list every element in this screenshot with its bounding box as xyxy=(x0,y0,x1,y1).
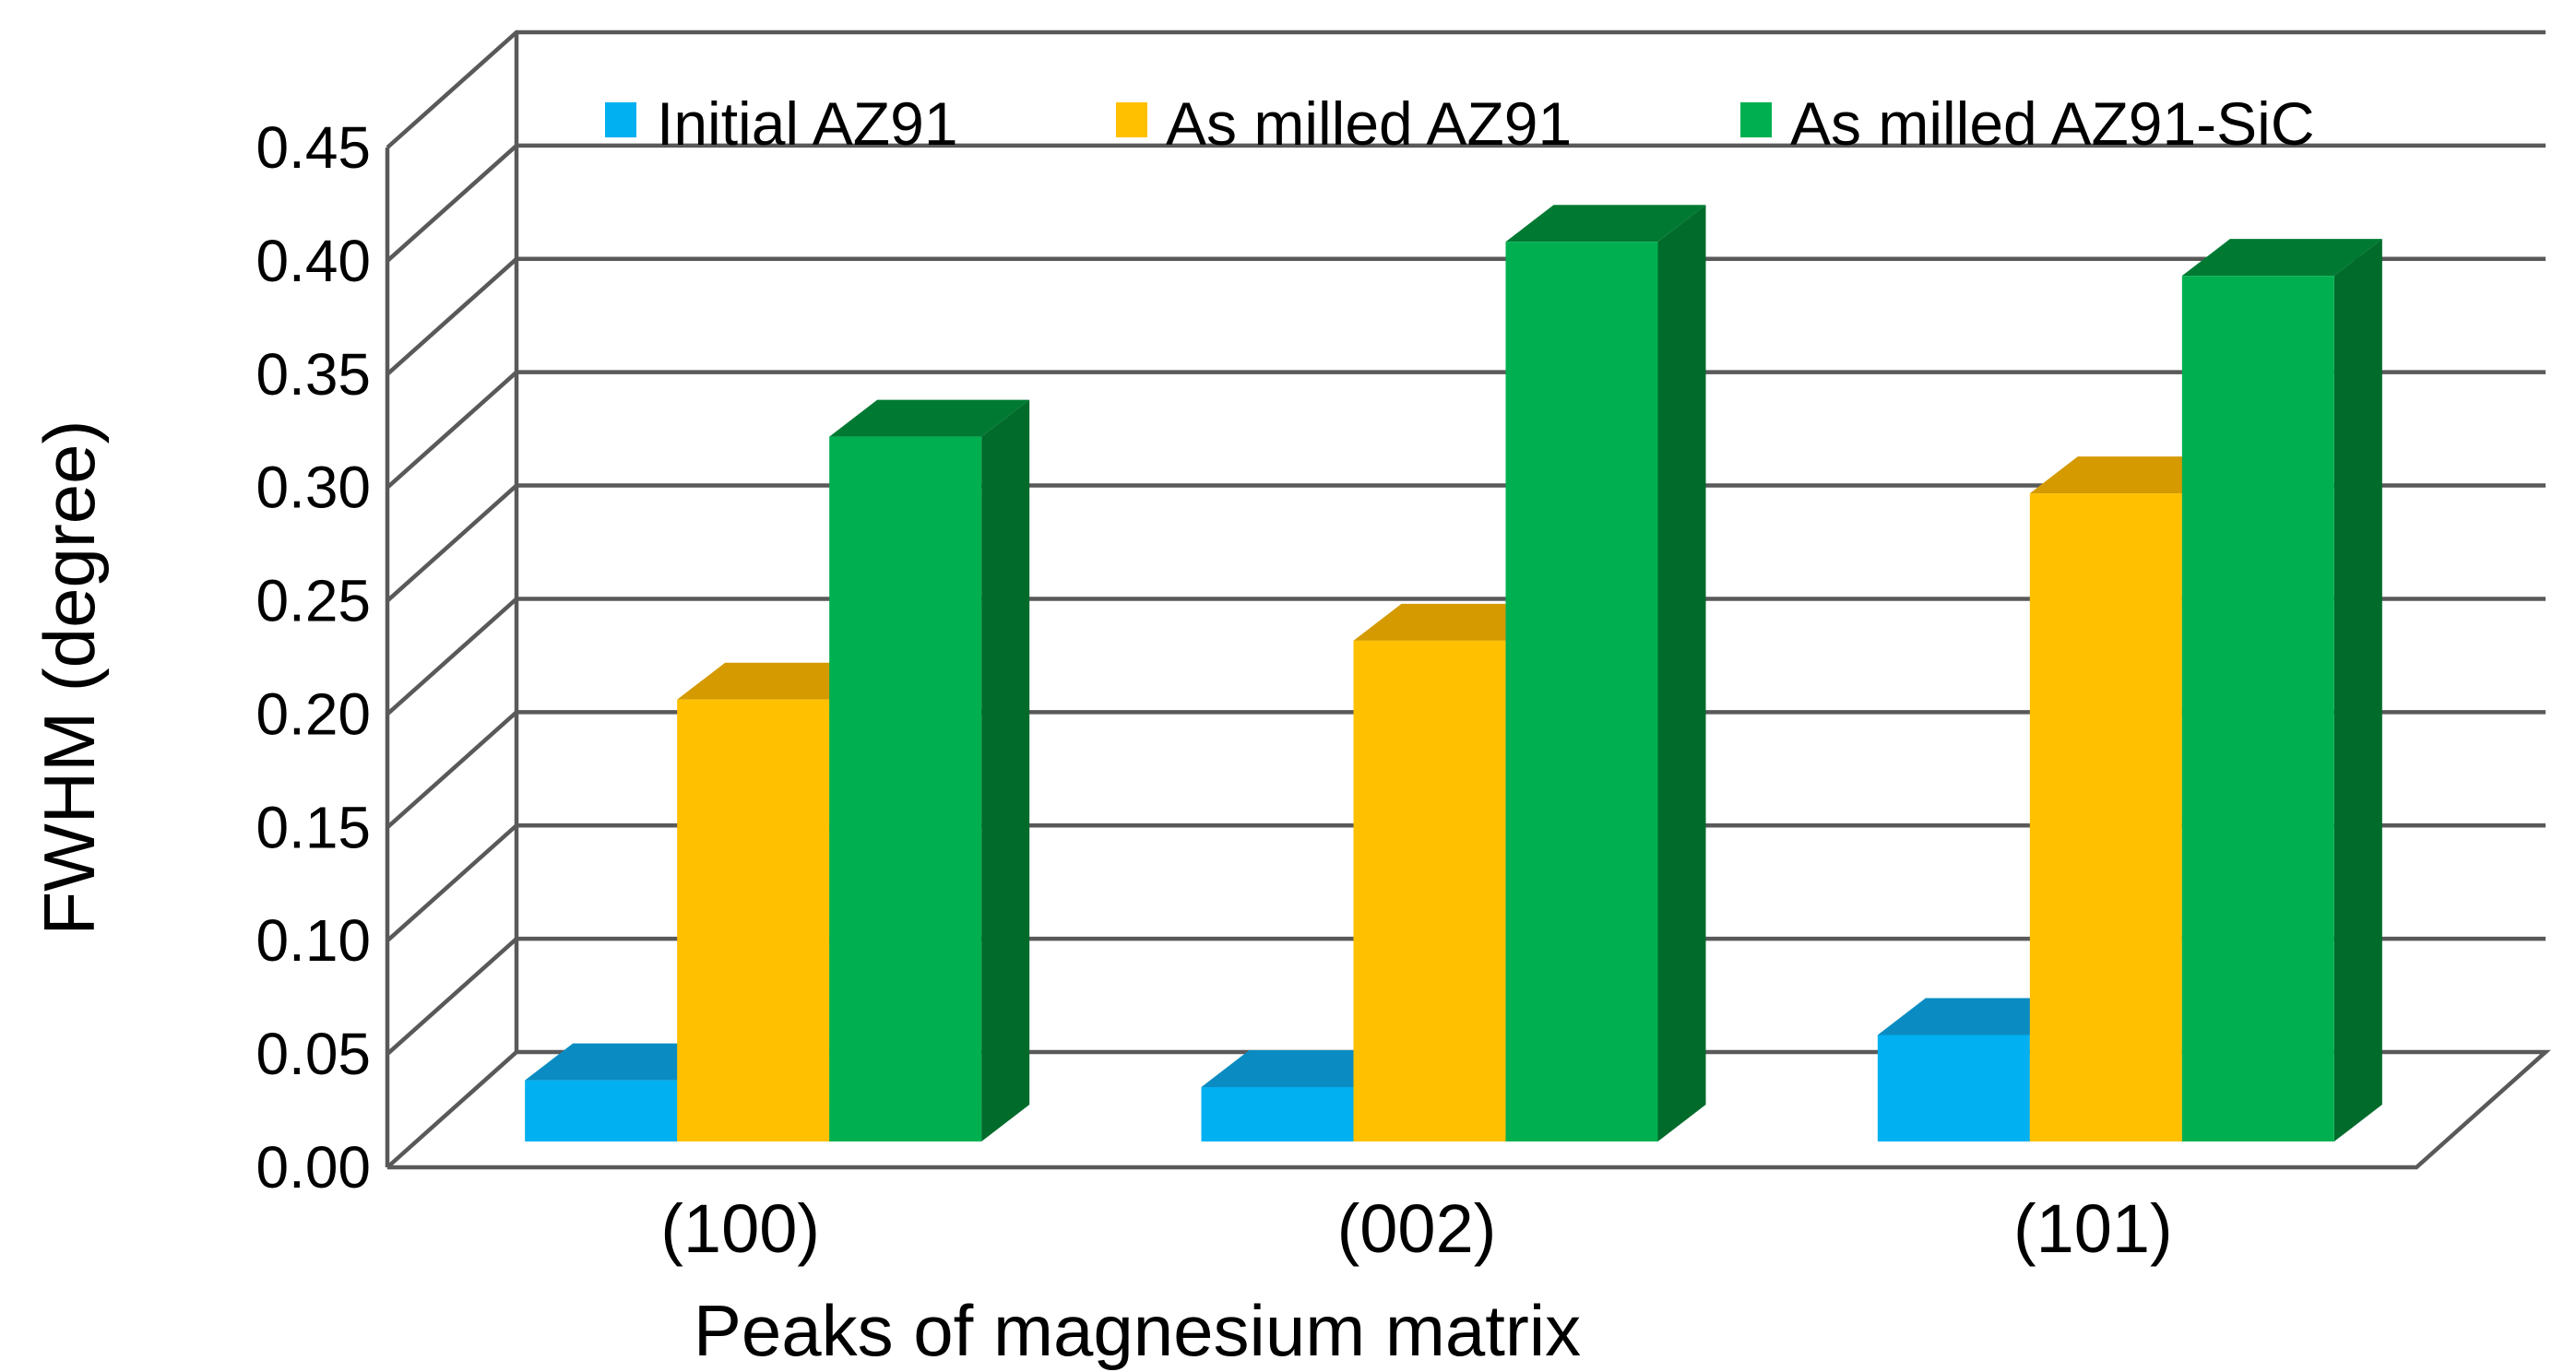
y-tick-label: 0.35 xyxy=(255,341,371,408)
legend-label-initial-az91: Initial AZ91 xyxy=(657,89,958,158)
y-tick-label: 0.10 xyxy=(255,907,371,974)
gridline xyxy=(386,143,2546,263)
bar-top-initial-az91 xyxy=(1877,998,2078,1035)
y-axis-title: FWHM (degree) xyxy=(29,420,110,935)
bar-as-milled-az91-sic-1 xyxy=(1505,242,1658,1141)
bar-top-initial-az91 xyxy=(525,1043,726,1081)
bar-initial-az91-1 xyxy=(1201,1087,1354,1141)
y-tick-label: 0.30 xyxy=(255,455,371,521)
bar-as-milled-az91-2 xyxy=(2029,493,2182,1141)
legend-swatch-as-milled-az91-sic xyxy=(1740,102,1772,137)
y-tick-label: 0.15 xyxy=(255,794,371,860)
legend-swatch-initial-az91 xyxy=(605,102,636,137)
x-axis-ticks: (100) (002) (101) xyxy=(660,1190,2172,1267)
bar-top-as-milled-az91-sic xyxy=(2181,239,2382,277)
bars xyxy=(525,205,2382,1142)
y-tick-label: 0.05 xyxy=(255,1021,371,1087)
y-tick-label: 0.40 xyxy=(255,228,371,294)
x-tick-label: (100) xyxy=(660,1190,820,1267)
y-axis-ticks: 0.00 0.05 0.10 0.15 0.20 0.25 0.30 0.35 0.40 0.45 xyxy=(255,114,371,1200)
y-tick-label: 0.20 xyxy=(255,680,371,747)
bar-top-as-milled-az91 xyxy=(677,662,878,700)
x-tick-label: (002) xyxy=(1337,1190,1497,1267)
y-tick-label: 0.00 xyxy=(255,1134,371,1200)
bar-as-milled-az91-0 xyxy=(677,699,830,1141)
y-tick-label: 0.25 xyxy=(255,568,371,634)
bar-as-milled-az91-sic-0 xyxy=(829,436,982,1141)
y-tick-label: 0.45 xyxy=(255,114,371,181)
bar-initial-az91-2 xyxy=(1877,1035,2030,1141)
legend: Initial AZ91 As milled AZ91 As milled AZ… xyxy=(605,89,2315,158)
bar-top-as-milled-az91 xyxy=(2029,456,2230,494)
bar-side-as-milled-az91-sic xyxy=(2333,239,2382,1141)
x-tick-label: (101) xyxy=(2013,1190,2173,1267)
bar-as-milled-az91-sic-2 xyxy=(2181,276,2334,1141)
bar-side-as-milled-az91-sic xyxy=(1657,205,1706,1142)
bar-top-initial-az91 xyxy=(1201,1050,1402,1088)
bar-top-as-milled-az91-sic xyxy=(829,399,1030,437)
bar-side-as-milled-az91-sic xyxy=(981,399,1030,1141)
bar-top-as-milled-az91-sic xyxy=(1505,205,1706,242)
bar-as-milled-az91-1 xyxy=(1353,640,1506,1141)
gridline xyxy=(386,1049,2551,1170)
legend-label-as-milled-az91: As milled AZ91 xyxy=(1166,89,1572,158)
legend-swatch-as-milled-az91 xyxy=(1116,102,1147,137)
legend-label-as-milled-az91-sic: As milled AZ91-SiC xyxy=(1790,89,2315,158)
x-axis-title: Peaks of magnesium matrix xyxy=(694,1290,1581,1371)
gridlines xyxy=(385,30,2551,1170)
bar-top-as-milled-az91 xyxy=(1353,603,1554,641)
bar-initial-az91-0 xyxy=(525,1080,678,1141)
